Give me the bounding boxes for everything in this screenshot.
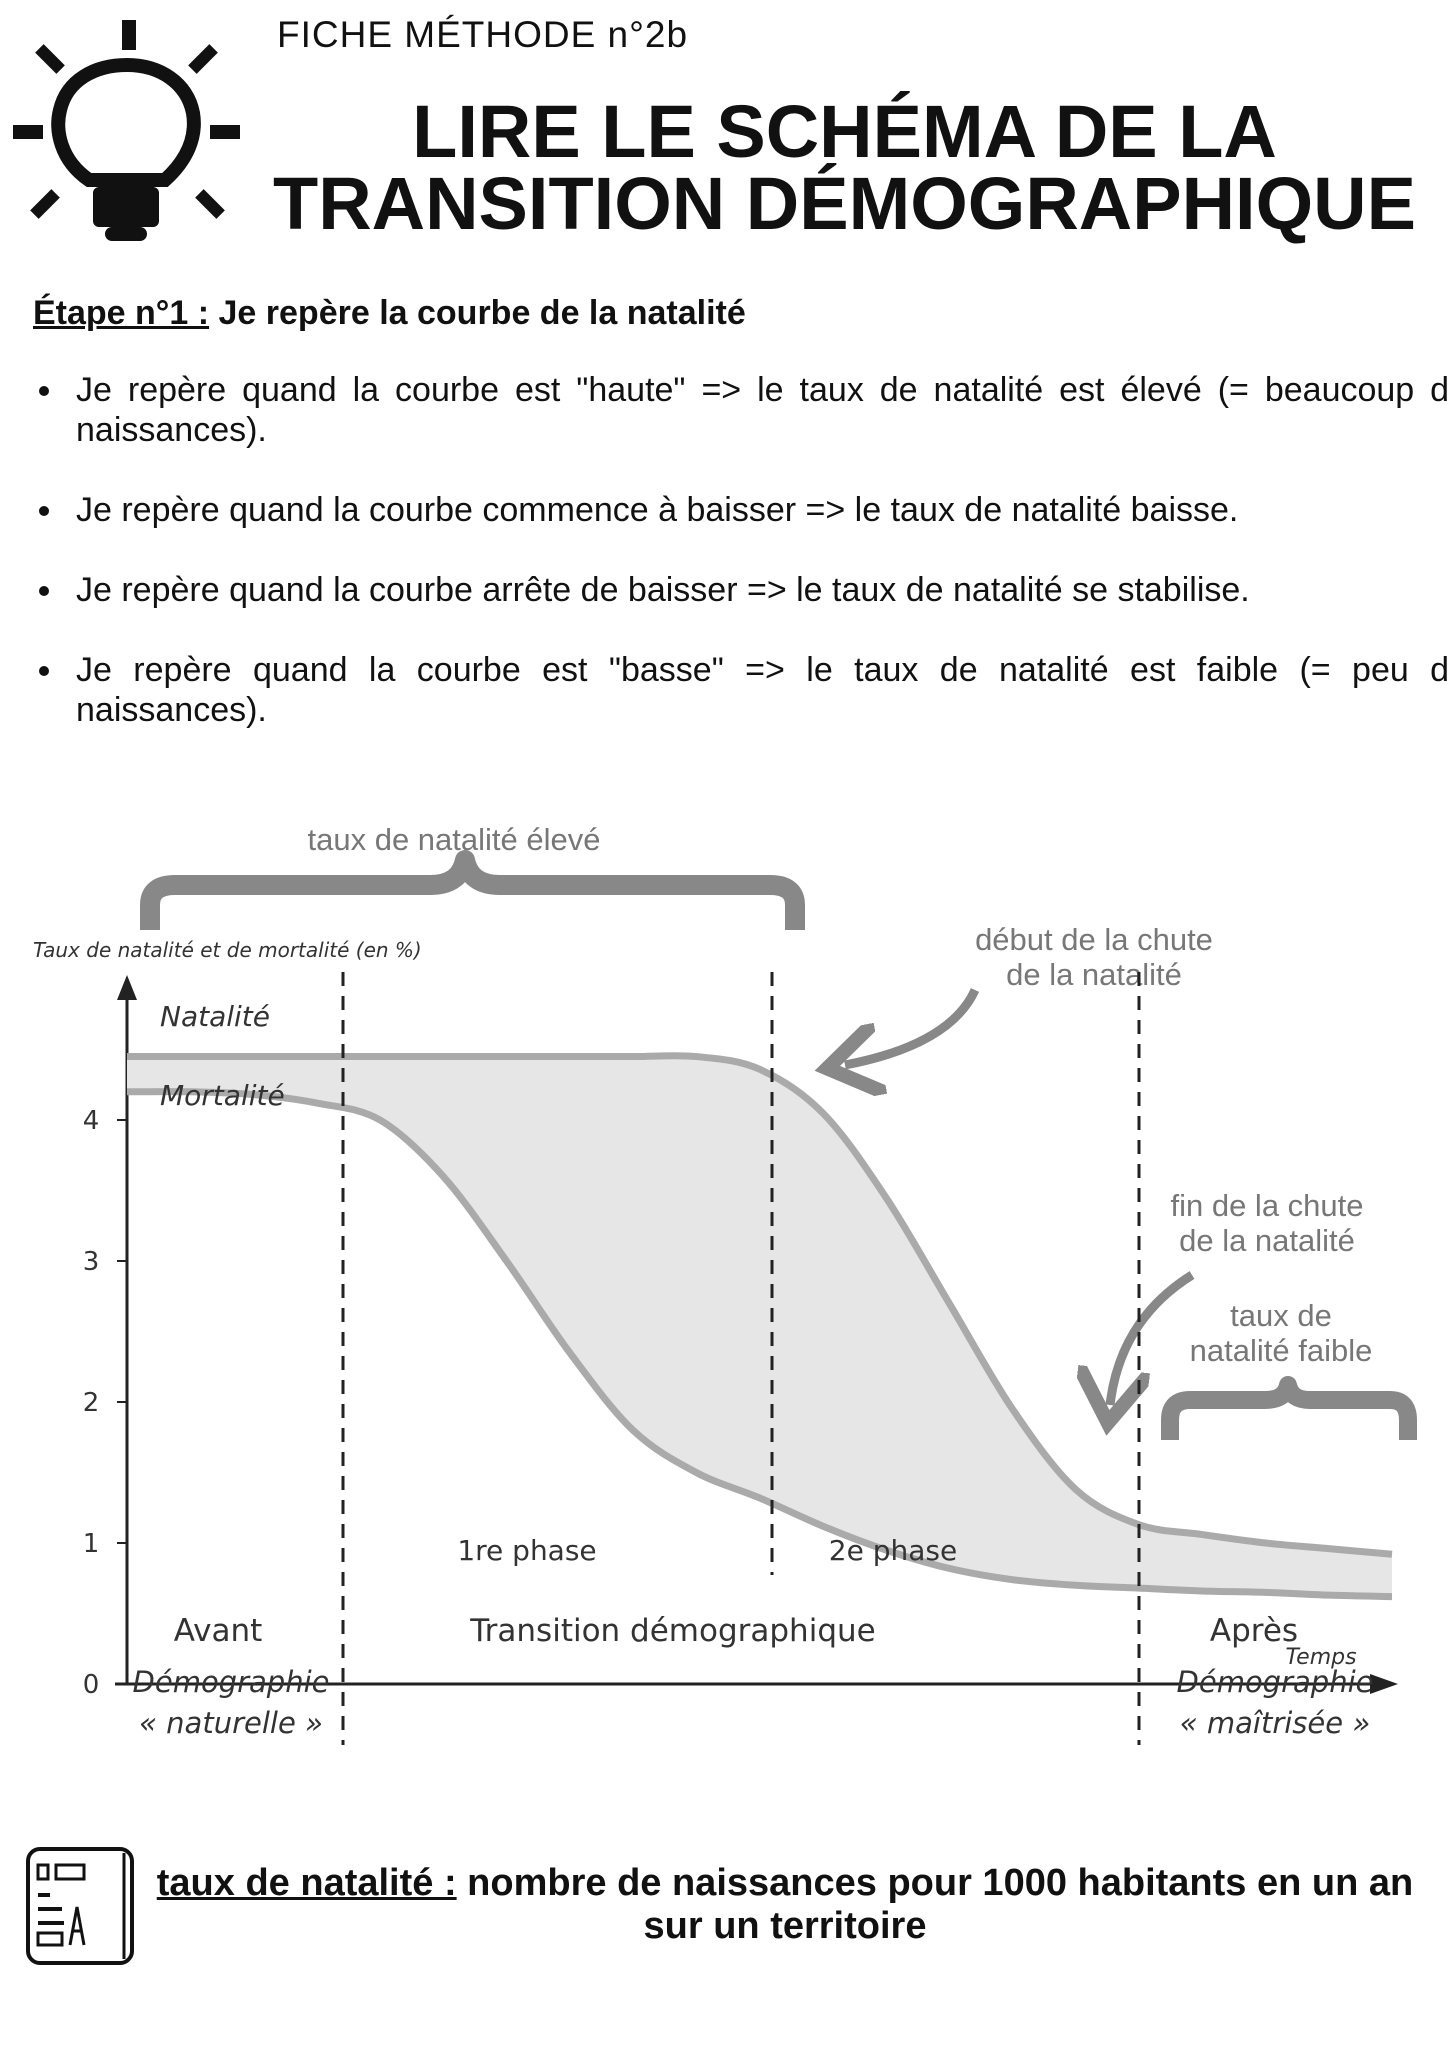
annotation-low-line1: taux de: [1230, 1298, 1332, 1333]
definition-term: taux de natalité :: [156, 1862, 457, 1904]
y-axis-arrow-icon: [117, 975, 137, 1000]
brace-high-icon: [140, 850, 805, 930]
annotation-high-birth-rate: taux de natalité élevé: [308, 822, 601, 857]
period-transition-label: Transition démographique: [469, 1613, 875, 1649]
definition: taux de natalité : nombre de naissances …: [150, 1862, 1420, 1948]
period-before-sub2: « naturelle »: [139, 1706, 323, 1740]
definition-text: nombre de naissances pour 1000 habitants…: [456, 1862, 1414, 1947]
page-title-line-2: TRANSITION DÉMOGRAPHIQUE: [273, 162, 1416, 245]
list-item: Je repère quand la courbe arrête de bais…: [39, 570, 1449, 610]
page-title-line-1: LIRE LE SCHÉMA DE LA: [412, 90, 1277, 173]
y-tick-label: 1: [83, 1529, 100, 1559]
phase-1-label: 1re phase: [457, 1534, 596, 1567]
list-item: Je repère quand la courbe est "basse" =>…: [39, 650, 1449, 730]
mortalite-curve: [126, 1088, 1393, 1601]
y-axis-title: Taux de natalité et de mortalité (en %): [33, 938, 422, 962]
annotation-end-fall-line2: de la natalité: [1179, 1223, 1355, 1258]
series-label-natalite: Natalité: [160, 1000, 270, 1033]
arrow-end-fall-icon: [1110, 1271, 1195, 1405]
y-tick-label: 4: [83, 1106, 100, 1136]
demographic-transition-chart: taux de natalité élevé début de la chute…: [33, 822, 1417, 1745]
list-item: Je repère quand la courbe est "haute" =>…: [39, 370, 1449, 450]
period-after-sub1: Démographie: [1177, 1665, 1374, 1699]
step-heading: Étape n°1 : Je repère la courbe de la na…: [33, 294, 746, 333]
annotation-end-fall-line1: fin de la chute: [1170, 1188, 1363, 1223]
lightbulb-icon: [13, 20, 240, 241]
period-before-label: Avant: [174, 1613, 263, 1649]
series-label-mortalite: Mortalité: [160, 1079, 285, 1112]
method-sheet-label: FICHE MÉTHODE n°2b: [277, 14, 689, 55]
x-axis-title: Temps: [1285, 1645, 1356, 1670]
glossary-card-icon: [26, 1847, 134, 1965]
instruction-list: Je repère quand la courbe est "haute" =>…: [33, 370, 1449, 770]
phase-2-label: 2e phase: [829, 1534, 957, 1567]
y-tick-label: 0: [83, 1670, 100, 1700]
natalite-curve: [127, 1052, 1393, 1558]
y-tick-label: 2: [83, 1388, 100, 1418]
brace-low-icon: [1161, 1376, 1417, 1440]
gap-fill-area: [127, 1055, 1392, 1597]
annotation-low-line2: natalité faible: [1190, 1333, 1373, 1368]
period-after-label: Après: [1210, 1613, 1298, 1649]
list-item: Je repère quand la courbe commence à bai…: [39, 490, 1449, 530]
annotation-start-fall-line2: de la natalité: [1006, 957, 1182, 992]
period-before-sub1: Démographie: [133, 1665, 330, 1699]
step-text: Je repère la courbe de la natalité: [209, 294, 746, 332]
y-tick-label: 3: [83, 1247, 100, 1277]
period-after-sub2: « maîtrisée »: [1180, 1706, 1370, 1740]
annotation-start-fall-line1: début de la chute: [975, 922, 1213, 957]
x-axis-arrow-icon: [1370, 1674, 1398, 1694]
arrow-start-fall-icon: [845, 988, 980, 1065]
step-label: Étape n°1 :: [33, 294, 210, 332]
